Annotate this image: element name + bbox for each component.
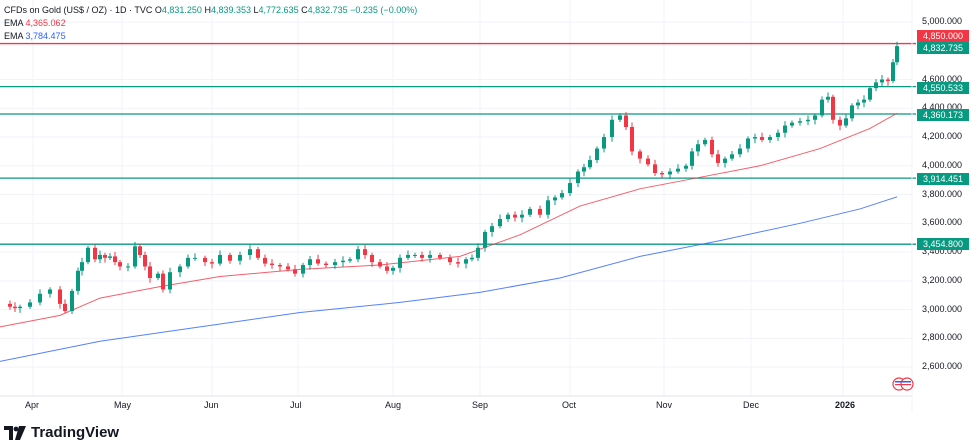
events-icon[interactable] — [892, 377, 916, 391]
high-value: 4,839.353 — [210, 5, 251, 15]
price-tag: 3,454.800 — [917, 238, 969, 250]
chart-legend: CFDs on Gold (US$ / OZ) · 1D · TVC O4,83… — [4, 4, 417, 43]
close-value: 4,832.735 — [307, 5, 348, 15]
price-axis-label: 4,200.000 — [922, 131, 963, 142]
price-axis-label: 4,600.000 — [922, 73, 963, 84]
time-axis-label: Oct — [562, 400, 577, 410]
price-axis-label: 4,400.000 — [922, 102, 963, 113]
time-axis-label: May — [114, 400, 132, 410]
ema-fast-value: 4,365.062 — [25, 18, 66, 28]
ema-slow-value: 3,784.475 — [25, 31, 66, 41]
price-axis-label: 5,000.000 — [922, 16, 963, 26]
price-axis-label: 2,600.000 — [922, 361, 963, 372]
tradingview-logo[interactable]: TradingView — [4, 424, 119, 441]
symbol-title: CFDs on Gold (US$ / OZ) · 1D · TVC — [4, 5, 153, 15]
price-axis-label: 3,000.000 — [922, 303, 963, 314]
price-axis-label: 3,200.000 — [922, 274, 963, 285]
high-label: H — [204, 5, 211, 15]
price-tag: 4,832.735 — [917, 42, 969, 54]
price-tag: 4,850.000 — [917, 30, 969, 42]
grid-lines — [0, 0, 912, 396]
price-axis-label: 3,600.000 — [922, 217, 963, 228]
low-label: L — [253, 5, 259, 15]
open-label: O — [154, 5, 162, 15]
price-tag: 4,550.533 — [917, 82, 969, 94]
price-tag: 4,360.173 — [917, 109, 969, 121]
ema-slow-row[interactable]: EMA 3,784.475 — [4, 30, 417, 43]
time-axis-label: 2026 — [835, 400, 856, 410]
close-label: C — [301, 5, 308, 15]
time-axis-label: Jun — [204, 400, 219, 410]
time-axis-label: Aug — [385, 400, 402, 410]
ema-lines — [0, 112, 898, 362]
price-axis-label: 2,800.000 — [922, 332, 963, 343]
price-axis-label: 4,000.000 — [922, 159, 963, 170]
time-axis-label: Sep — [472, 400, 489, 410]
ohlc-row: CFDs on Gold (US$ / OZ) · 1D · TVC O4,83… — [4, 4, 417, 17]
ema-slow-label: EMA — [4, 31, 24, 41]
time-axis-label: Dec — [743, 400, 760, 410]
open-value: 4,831.250 — [161, 5, 202, 15]
ema-fast-label: EMA — [4, 18, 24, 28]
time-axis-label: Jul — [290, 400, 302, 410]
price-axis-label: 3,400.000 — [922, 246, 963, 257]
time-axis-label: Nov — [656, 400, 673, 410]
time-axis-label: Apr — [25, 400, 40, 410]
horizontal-levels — [0, 42, 916, 245]
price-axis-label: 3,800.000 — [922, 188, 963, 199]
change-value: −0.235 (−0.00%) — [350, 5, 418, 15]
ema-fast-row[interactable]: EMA 4,365.062 — [4, 17, 417, 30]
tradingview-logo-icon — [4, 425, 26, 440]
candlesticks — [8, 41, 899, 315]
tradingview-logo-text: TradingView — [31, 424, 120, 441]
price-tag: 3,914.451 — [917, 173, 969, 185]
low-value: 4,772.635 — [258, 5, 299, 15]
